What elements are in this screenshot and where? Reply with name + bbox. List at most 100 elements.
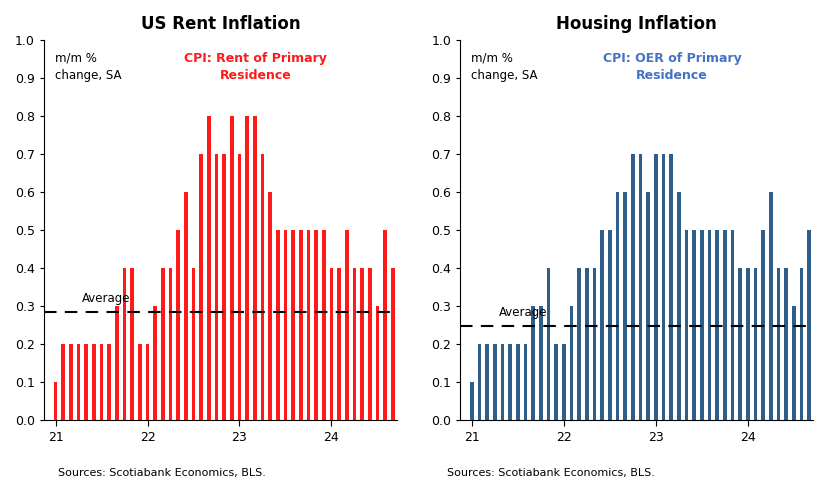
Bar [390, 269, 394, 420]
Text: Average: Average [82, 292, 131, 305]
Bar [630, 155, 634, 420]
Bar [553, 344, 557, 420]
Bar [367, 269, 371, 420]
Bar [531, 306, 534, 420]
Bar [69, 344, 73, 420]
Bar [707, 230, 710, 420]
Bar [138, 344, 141, 420]
Bar [569, 306, 573, 420]
Bar [729, 230, 734, 420]
Bar [360, 269, 364, 420]
Text: CPI: OER of Primary
Residence: CPI: OER of Primary Residence [602, 52, 740, 82]
Bar [806, 230, 810, 420]
Text: Sources: Scotiabank Economics, BLS.: Sources: Scotiabank Economics, BLS. [58, 468, 265, 478]
Bar [237, 155, 241, 420]
Bar [646, 192, 649, 420]
Bar [799, 269, 802, 420]
Bar [268, 192, 272, 420]
Bar [607, 230, 611, 420]
Bar [500, 344, 504, 420]
Bar [160, 269, 165, 420]
Bar [515, 344, 519, 420]
Bar [184, 192, 188, 420]
Bar [776, 269, 780, 420]
Bar [199, 155, 203, 420]
Bar [600, 230, 604, 420]
Bar [614, 192, 619, 420]
Text: Sources: Scotiabank Economics, BLS.: Sources: Scotiabank Economics, BLS. [447, 468, 654, 478]
Bar [92, 344, 96, 420]
Bar [314, 230, 318, 420]
Bar [169, 269, 172, 420]
Bar [715, 230, 718, 420]
Text: m/m %
change, SA: m/m % change, SA [471, 52, 537, 82]
Bar [375, 306, 379, 420]
Bar [329, 269, 333, 420]
Bar [477, 344, 480, 420]
Bar [275, 230, 280, 420]
Text: m/m %
change, SA: m/m % change, SA [55, 52, 121, 82]
Bar [691, 230, 696, 420]
Bar [753, 269, 757, 420]
Bar [684, 230, 687, 420]
Bar [283, 230, 287, 420]
Bar [492, 344, 496, 420]
Bar [345, 230, 348, 420]
Bar [230, 116, 233, 420]
Bar [299, 230, 303, 420]
Bar [699, 230, 703, 420]
Bar [77, 344, 80, 420]
Title: Housing Inflation: Housing Inflation [556, 15, 716, 33]
Bar [115, 306, 118, 420]
Bar [523, 344, 527, 420]
Bar [508, 344, 512, 420]
Bar [760, 230, 764, 420]
Bar [191, 269, 195, 420]
Bar [668, 155, 672, 420]
Bar [661, 155, 665, 420]
Bar [738, 269, 741, 420]
Bar [562, 344, 565, 420]
Bar [653, 155, 657, 420]
Bar [261, 155, 264, 420]
Bar [84, 344, 88, 420]
Bar [538, 306, 543, 420]
Text: CPI: Rent of Primary
Residence: CPI: Rent of Primary Residence [184, 52, 327, 82]
Bar [214, 155, 218, 420]
Bar [470, 383, 473, 420]
Bar [352, 269, 356, 420]
Text: Average: Average [498, 306, 547, 319]
Bar [176, 230, 179, 420]
Bar [485, 344, 489, 420]
Bar [54, 383, 57, 420]
Bar [222, 155, 226, 420]
Bar [322, 230, 325, 420]
Bar [252, 116, 256, 420]
Bar [291, 230, 294, 420]
Bar [146, 344, 149, 420]
Bar [592, 269, 595, 420]
Bar [576, 269, 581, 420]
Bar [245, 116, 249, 420]
Bar [153, 306, 157, 420]
Bar [745, 269, 749, 420]
Bar [546, 269, 550, 420]
Bar [791, 306, 795, 420]
Bar [207, 116, 211, 420]
Title: US Rent Inflation: US Rent Inflation [141, 15, 299, 33]
Bar [383, 230, 386, 420]
Bar [337, 269, 341, 420]
Bar [722, 230, 726, 420]
Bar [108, 344, 111, 420]
Bar [676, 192, 680, 420]
Bar [783, 269, 787, 420]
Bar [623, 192, 626, 420]
Bar [130, 269, 134, 420]
Bar [122, 269, 127, 420]
Bar [306, 230, 310, 420]
Bar [61, 344, 65, 420]
Bar [584, 269, 588, 420]
Bar [638, 155, 642, 420]
Bar [768, 192, 772, 420]
Bar [99, 344, 103, 420]
